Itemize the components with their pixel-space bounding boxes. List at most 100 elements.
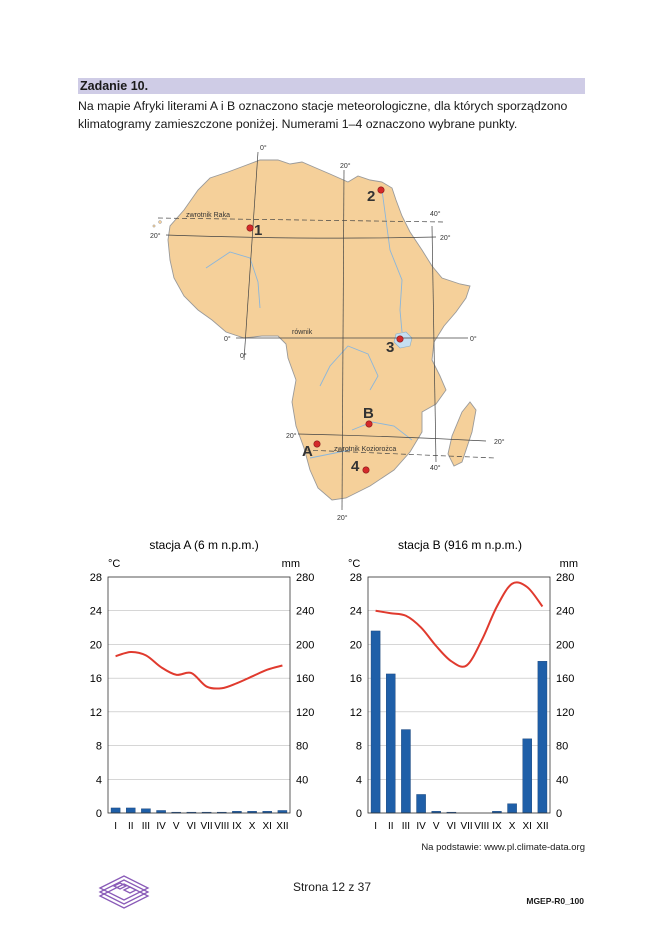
parallel-20s-left-label: 20° (286, 432, 297, 440)
y-tick-left: 16 (90, 673, 102, 685)
x-tick-label: I (114, 821, 117, 832)
y-tick-right: 240 (296, 606, 314, 618)
y-tick-left: 20 (350, 639, 362, 651)
task-line-2: klimatogramy zamieszczone poniżej. Numer… (78, 117, 518, 131)
x-tick-label: II (128, 821, 134, 832)
y-tick-left: 16 (350, 673, 362, 685)
right-axis-unit: mm (282, 558, 300, 570)
equator-right-label: 0° (470, 335, 477, 343)
y-tick-right: 40 (296, 774, 308, 786)
precipitation-bar (370, 630, 381, 814)
y-tick-left: 20 (90, 639, 102, 651)
climatogram-station-b: stacja B (916 m n.p.m.) °C mm 0 4 8 12 16 20 2… (348, 538, 578, 832)
x-tick-label: VI (447, 821, 456, 832)
precipitation-bar (141, 808, 151, 814)
plot-frame (367, 576, 551, 814)
x-tick-label: XII (276, 821, 288, 832)
x-tick-label: V (433, 821, 440, 832)
task-header: Zadanie 10. (78, 78, 585, 94)
meridian-20 (341, 169, 345, 511)
precipitation-bar (401, 729, 411, 814)
y-tick-right: 0 (556, 808, 562, 820)
x-tick-label: IV (156, 821, 166, 832)
x-tick-label: XII (536, 821, 548, 832)
page-number: Strona 12 z 37 (292, 880, 372, 894)
point-1-label: 1 (254, 222, 262, 239)
x-tick-label: IX (232, 821, 242, 832)
precipitation-bar (537, 661, 548, 814)
y-tick-left: 12 (350, 707, 362, 719)
africa-landmass (167, 159, 471, 501)
plot-frame (107, 576, 291, 814)
temperature-line (115, 651, 283, 690)
x-tick-label: V (173, 821, 180, 832)
left-axis-unit: °C (348, 558, 360, 570)
y-tick-right: 120 (296, 707, 314, 719)
meridian-0-top-label: 0° (260, 144, 267, 152)
source-note: Na podstawie: www.pl.climate-data.org (421, 842, 585, 853)
y-tick-left: 24 (90, 606, 102, 618)
point-4-label: 4 (351, 458, 360, 475)
station-b-label: B (363, 405, 374, 422)
point-3-marker (396, 335, 404, 343)
africa-map: 0° 0° 20° 20° 40° 40° 20° 20° 0° 0° 20° … (150, 144, 505, 522)
y-tick-left: 12 (90, 707, 102, 719)
station-a-marker (313, 440, 321, 448)
meridian-20-bottom-label: 20° (337, 514, 348, 522)
precipitation-bar (110, 807, 121, 814)
x-tick-label: III (402, 821, 410, 832)
climatogram-station-a: stacja A (6 m n.p.m.) °C mm 0 4 8 12 16 20 24 2… (90, 538, 315, 832)
x-tick-label: I (374, 821, 377, 832)
x-tick-label: VI (187, 821, 196, 832)
y-tick-right: 120 (556, 707, 574, 719)
point-1-marker (246, 224, 254, 232)
precipitation-bar (416, 794, 426, 814)
x-tick-label: II (388, 821, 394, 832)
meridian-0-bottom-label: 0° (240, 352, 247, 360)
point-4-marker (362, 466, 370, 474)
precipitation-bar (507, 803, 517, 814)
y-tick-left: 24 (350, 606, 362, 618)
y-tick-left: 0 (356, 808, 362, 820)
y-tick-right: 160 (296, 673, 314, 685)
parallel-20n (165, 234, 437, 239)
meridian-20-top-label: 20° (340, 162, 351, 170)
x-tick-label: IX (492, 821, 502, 832)
x-tick-label: VII (200, 821, 212, 832)
x-tick-label: XI (263, 821, 272, 832)
y-tick-right: 200 (296, 639, 314, 651)
x-tick-label: VIII (214, 821, 229, 832)
x-tick-label: X (509, 821, 516, 832)
x-tick-label: XI (523, 821, 532, 832)
x-tick-label: IV (416, 821, 426, 832)
y-tick-left: 4 (96, 774, 102, 786)
y-tick-left: 4 (356, 774, 362, 786)
precipitation-bar (522, 738, 532, 814)
y-tick-right: 0 (296, 808, 302, 820)
x-tick-label: VIII (474, 821, 489, 832)
y-tick-left: 8 (356, 741, 362, 753)
y-tick-right: 160 (556, 673, 574, 685)
right-axis-unit: mm (560, 558, 578, 570)
meridian-40-bottom-label: 40° (430, 464, 441, 472)
temperature-line (375, 581, 544, 668)
point-2-label: 2 (367, 188, 375, 205)
point-3-label: 3 (386, 339, 394, 356)
task-line-1: Na mapie Afryki literami A i B oznaczono… (78, 99, 568, 113)
meridian-40 (431, 225, 437, 463)
meridian-40-top-label: 40° (430, 210, 441, 218)
publisher-logo-icon (98, 875, 150, 909)
y-tick-right: 280 (556, 572, 574, 584)
equator-left-label: 0° (224, 335, 231, 343)
y-tick-left: 28 (90, 572, 102, 584)
madagascar (447, 401, 477, 467)
y-tick-left: 28 (350, 572, 362, 584)
y-tick-right: 80 (556, 741, 568, 753)
y-tick-left: 8 (96, 741, 102, 753)
meridian-0 (243, 151, 259, 361)
x-tick-label: X (249, 821, 256, 832)
chart-title: stacja B (916 m n.p.m.) (398, 538, 522, 552)
y-tick-right: 80 (296, 741, 308, 753)
precipitation-bar (126, 807, 136, 814)
x-tick-label: III (142, 821, 150, 832)
